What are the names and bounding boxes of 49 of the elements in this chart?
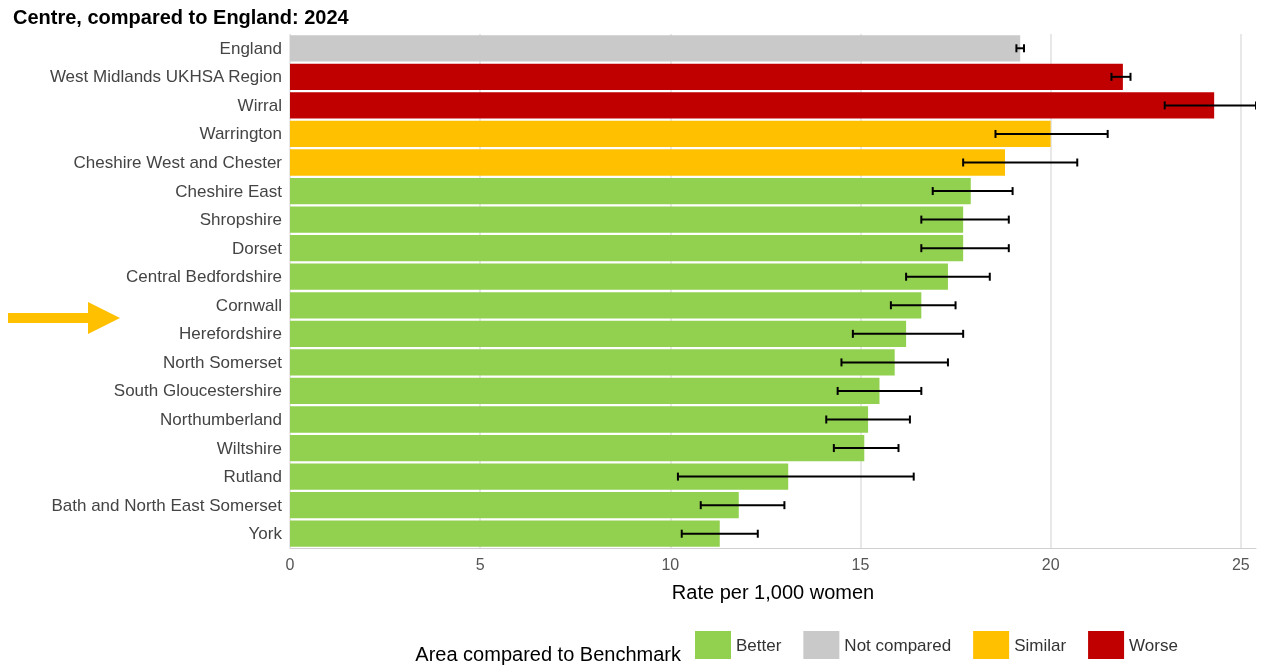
- x-axis-title: Rate per 1,000 women: [671, 581, 875, 603]
- bar: [290, 492, 739, 519]
- bar: [290, 434, 865, 462]
- x-tick-label: 25: [1231, 555, 1250, 573]
- y-tick-label: England: [219, 38, 282, 58]
- x-tick-label: 20: [1041, 555, 1060, 573]
- bar: [290, 292, 922, 319]
- legend-label: Similar: [1014, 635, 1067, 655]
- y-tick-label: Wirral: [237, 95, 282, 115]
- y-tick-label: Cheshire West and Chester: [73, 153, 283, 172]
- y-tick-label: Cheshire East: [175, 181, 283, 201]
- x-tick-label: 15: [851, 555, 870, 573]
- chart-title: Centre, compared to England: 2024: [13, 6, 350, 28]
- bar: [290, 63, 1123, 90]
- bar: [290, 377, 880, 405]
- bar: [290, 406, 869, 433]
- x-tick-label: 5: [475, 555, 485, 573]
- y-tick-label: Herefordshire: [179, 324, 282, 344]
- y-tick-label: Warrington: [199, 124, 282, 144]
- bar: [290, 463, 789, 490]
- y-tick-label: Bath and North East Somerset: [51, 495, 283, 515]
- legend-label: Better: [736, 635, 782, 655]
- y-tick-label: West Midlands UKHSA Region: [49, 67, 282, 87]
- y-tick-label: Wiltshire: [216, 438, 282, 458]
- bar: [290, 35, 1021, 62]
- y-tick-label: Cornwall: [215, 295, 282, 315]
- y-tick-label: Central Bedfordshire: [126, 267, 282, 287]
- bar: [290, 263, 948, 290]
- x-tick-label: 0: [285, 555, 295, 573]
- bar: [290, 177, 971, 205]
- bar: [290, 349, 895, 376]
- legend-label: Worse: [1129, 635, 1178, 655]
- bar: [290, 320, 907, 347]
- y-tick-label: Dorset: [231, 238, 283, 258]
- y-tick-label: York: [248, 524, 283, 544]
- bar: [290, 206, 964, 233]
- y-tick-label: Northumberland: [160, 410, 282, 429]
- bar: [290, 120, 1051, 148]
- y-tick-label: North Somerset: [162, 352, 283, 372]
- bar: [290, 92, 1215, 119]
- y-tick-label: Shropshire: [199, 210, 282, 230]
- bar: [290, 149, 1005, 176]
- legend-label: Not compared: [844, 635, 952, 655]
- legend-title: Area compared to Benchmark: [415, 643, 682, 665]
- y-tick-label: Rutland: [223, 467, 282, 487]
- bar: [290, 235, 964, 262]
- bar: [290, 520, 720, 547]
- x-tick-label: 10: [661, 555, 680, 573]
- y-tick-label: South Gloucestershire: [113, 381, 282, 401]
